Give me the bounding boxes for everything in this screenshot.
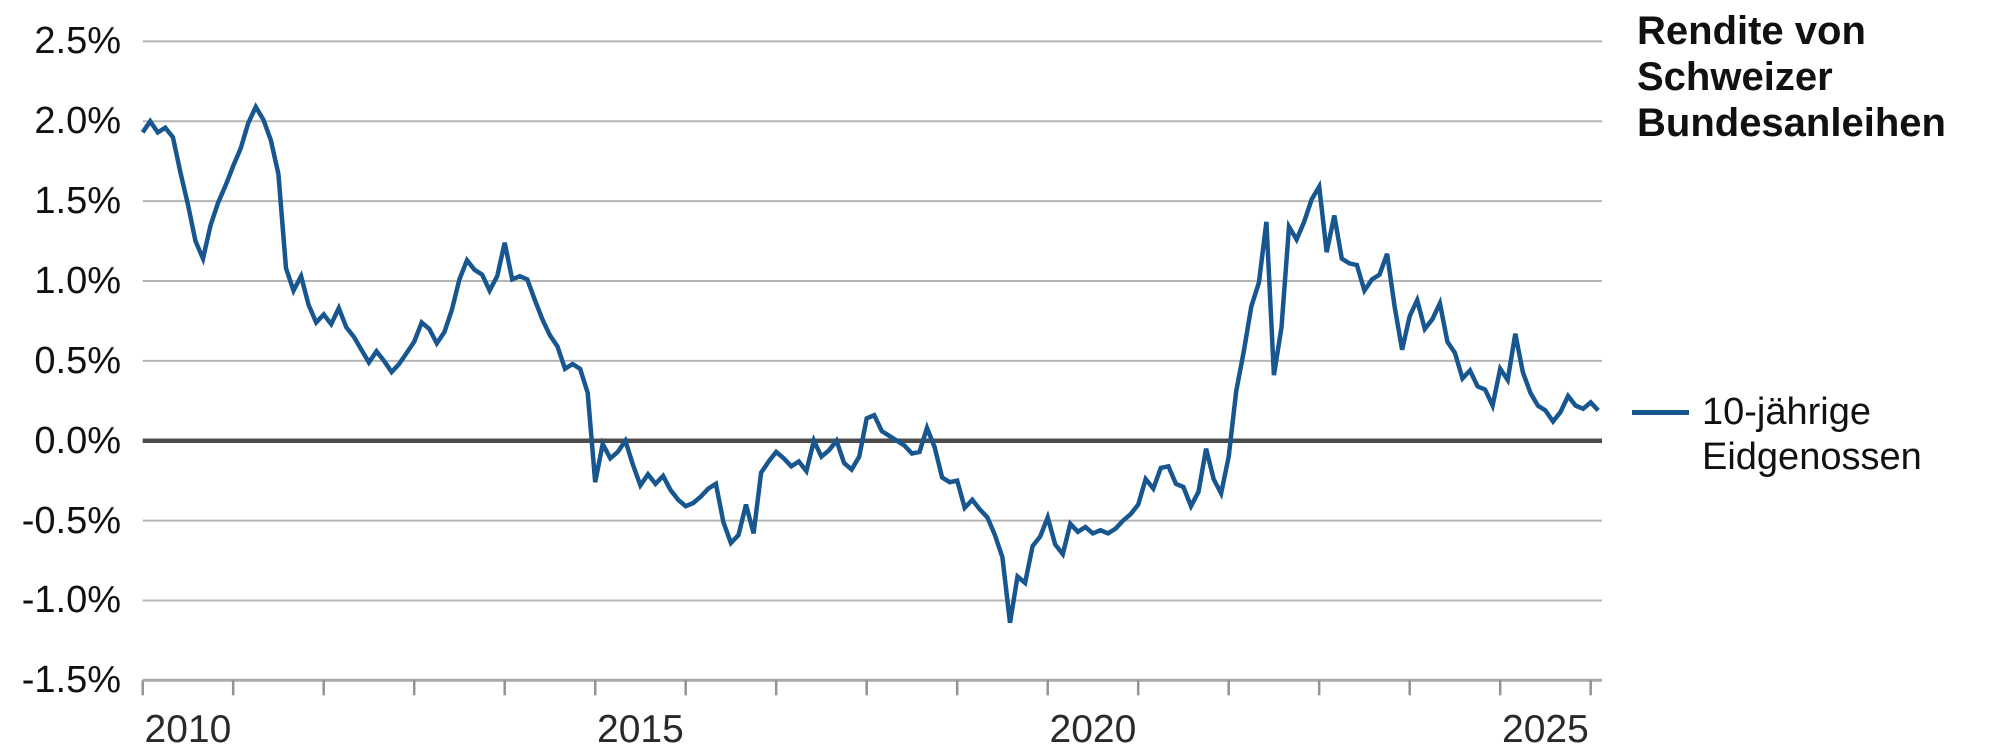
yield-line <box>140 102 1600 624</box>
y-tick-label: -1.0% <box>21 579 121 622</box>
legend: 10-jährige Eidgenossen <box>1632 0 2000 753</box>
x-tick-label: 2020 <box>1049 708 1137 751</box>
y-tick-label: 0.5% <box>34 339 121 382</box>
y-tick-label: 1.5% <box>34 180 121 223</box>
y-tick-label: -1.5% <box>21 659 121 702</box>
x-tick-label: 2015 <box>597 708 684 751</box>
legend-series-label: 10-jährige Eidgenossen <box>1702 391 1922 478</box>
legend-line-marker <box>1632 410 1689 415</box>
y-tick-label: 2.5% <box>34 20 121 63</box>
x-tick-label: 2010 <box>144 708 232 751</box>
y-tick-label: 0.0% <box>34 419 121 462</box>
x-tick-label: 2025 <box>1502 708 1589 751</box>
y-tick-label: 2.0% <box>34 100 121 143</box>
y-tick-label: -0.5% <box>21 499 121 542</box>
chart-title: Rendite von Schweizer Bundesanleihen <box>1637 9 1946 145</box>
y-tick-label: 1.0% <box>34 259 121 302</box>
